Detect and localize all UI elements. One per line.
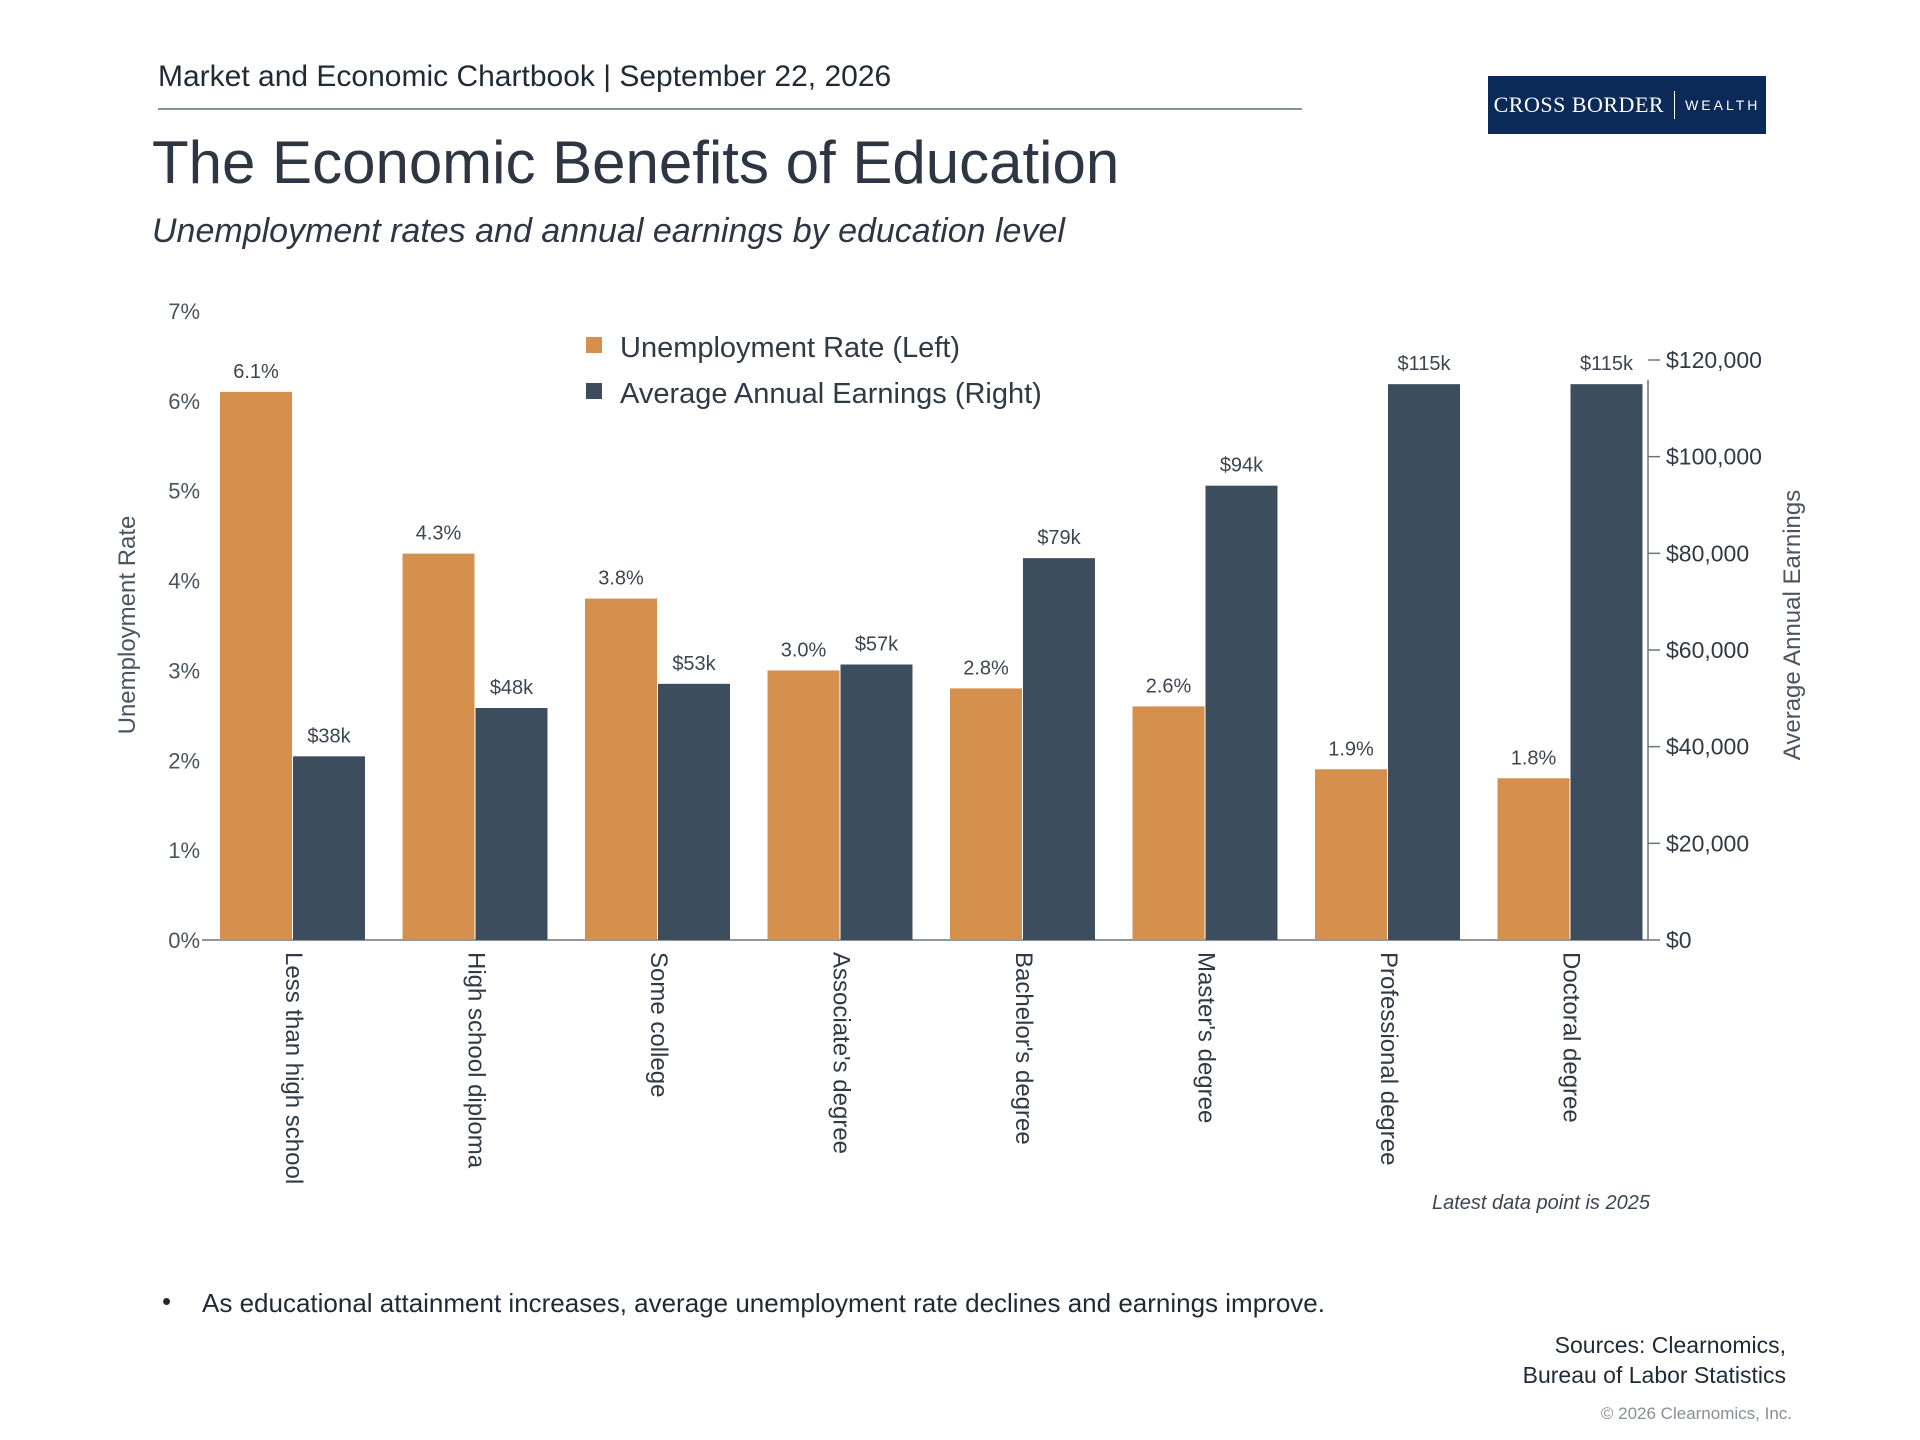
left-axis-tick-label: 3% (168, 658, 200, 683)
bullet-icon: • (162, 1286, 172, 1316)
earnings-data-label: $38k (307, 725, 351, 747)
unemployment-bar (1132, 706, 1205, 940)
unemployment-data-label: 4.3% (416, 523, 462, 545)
right-axis-title: Average Annual Earnings (1779, 490, 1806, 760)
earnings-data-label: $94k (1220, 455, 1264, 477)
chart-note: Latest data point is 2025 (1432, 1192, 1650, 1214)
unemployment-bar (402, 553, 475, 940)
legend-swatch-unemployment (586, 337, 602, 353)
earnings-bar (293, 756, 365, 940)
category-label: High school diploma (463, 952, 490, 1169)
right-axis-tick-label: $80,000 (1666, 540, 1749, 566)
earnings-data-label: $48k (490, 677, 534, 699)
unemployment-bar (585, 598, 657, 940)
left-axis-tick-label: 5% (168, 479, 200, 504)
legend-swatch-earnings (586, 383, 602, 399)
right-axis-tick-label: $0 (1666, 927, 1692, 953)
category-label: Master's degree (1193, 952, 1220, 1123)
category-label: Bachelor's degree (1010, 952, 1037, 1145)
unemployment-data-label: 3.0% (781, 639, 827, 661)
earnings-bar (1570, 384, 1643, 941)
unemployment-bar (1497, 778, 1570, 940)
left-axis-tick-label: 2% (168, 748, 200, 773)
right-axis-tick-label: $100,000 (1666, 444, 1762, 470)
earnings-bar (1023, 558, 1095, 940)
copyright: © 2026 Clearnomics, Inc. (1600, 1404, 1792, 1423)
earnings-bar (475, 708, 548, 940)
unemployment-data-label: 2.8% (963, 657, 1009, 679)
right-axis-tick-label: $20,000 (1666, 830, 1749, 856)
sources-line-1: Sources: Clearnomics, (1554, 1332, 1786, 1358)
earnings-bar (658, 683, 730, 940)
sources-line-2: Bureau of Labor Statistics (1522, 1362, 1786, 1388)
right-axis-tick-label: $120,000 (1666, 347, 1762, 373)
unemployment-bar (767, 670, 840, 940)
legend-label-unemployment: Unemployment Rate (Left) (620, 332, 960, 364)
earnings-bar (1205, 485, 1278, 940)
header-divider (158, 108, 1302, 110)
right-axis-tick-label: $60,000 (1666, 637, 1749, 663)
category-label: Doctoral degree (1558, 952, 1585, 1123)
sources: Sources: Clearnomics, Bureau of Labor St… (1523, 1330, 1786, 1390)
left-axis-tick-label: 0% (168, 928, 200, 953)
earnings-data-label: $79k (1037, 527, 1081, 549)
earnings-bar (840, 664, 913, 940)
category-label: Less than high school (280, 952, 307, 1184)
earnings-data-label: $53k (672, 653, 716, 675)
page-title: The Economic Benefits of Education (152, 129, 1120, 196)
right-axis-tick-label: $40,000 (1666, 734, 1749, 760)
earnings-data-label: $57k (855, 634, 899, 656)
logo-separator (1674, 91, 1676, 119)
unemployment-data-label: 2.6% (1146, 675, 1192, 697)
page-subtitle: Unemployment rates and annual earnings b… (152, 212, 1065, 250)
left-axis-title: Unemployment Rate (114, 516, 141, 735)
unemployment-data-label: 6.1% (233, 361, 279, 383)
left-axis-tick-label: 6% (168, 389, 200, 414)
left-axis-tick-label: 7% (168, 299, 200, 324)
category-label: Associate's degree (828, 952, 855, 1154)
category-label: Some college (645, 952, 672, 1097)
unemployment-data-label: 3.8% (598, 568, 644, 590)
chartbook-header: Market and Economic Chartbook | Septembe… (158, 60, 892, 93)
earnings-bar (1388, 384, 1460, 941)
unemployment-data-label: 1.9% (1328, 738, 1374, 760)
logo-text-right: WEALTH (1685, 97, 1761, 113)
logo-text-left: CROSS BORDER (1493, 92, 1665, 117)
earnings-data-label: $115k (1580, 353, 1634, 375)
left-axis-tick-label: 1% (168, 838, 200, 863)
legend-label-earnings: Average Annual Earnings (Right) (620, 378, 1042, 410)
bullet-point: • As educational attainment increases, a… (162, 1286, 1325, 1319)
category-label: Professional degree (1375, 952, 1402, 1165)
bullet-text: As educational attainment increases, ave… (202, 1288, 1325, 1318)
company-logo: CROSS BORDER WEALTH (1488, 76, 1766, 134)
unemployment-bar (950, 688, 1022, 940)
unemployment-data-label: 1.8% (1511, 747, 1557, 769)
unemployment-bar (220, 391, 292, 940)
earnings-data-label: $115k (1397, 353, 1451, 375)
left-axis-tick-label: 4% (168, 569, 200, 594)
unemployment-bar (1315, 769, 1387, 940)
